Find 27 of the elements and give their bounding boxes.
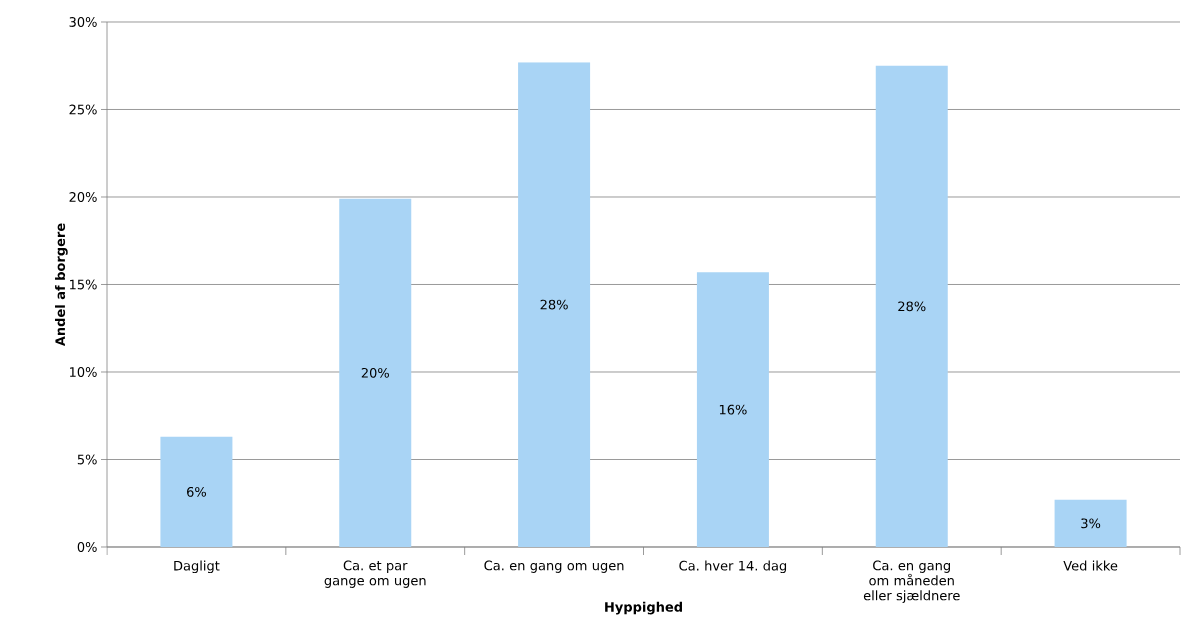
y-tick-label: 10% (70, 367, 97, 377)
y-tick-label: 5% (77, 454, 97, 465)
x-tick-label: Ca. hver 14. dag (679, 560, 787, 574)
data-label: 28% (898, 301, 926, 312)
data-label: 20% (361, 367, 389, 378)
data-label: 6% (187, 486, 207, 497)
x-axis-title: Hyppighed (605, 601, 682, 615)
y-tick-label: 25% (69, 104, 97, 115)
bar (518, 62, 591, 547)
bar (1054, 499, 1127, 547)
x-tick-label: Ca. et par gange om ugen (324, 560, 426, 588)
y-tick-label: 20% (69, 192, 97, 202)
bar (339, 198, 412, 547)
data-label: 16% (719, 404, 747, 415)
bar (696, 272, 769, 547)
y-tick-label: 15% (70, 279, 97, 290)
bar (160, 436, 233, 547)
y-tick-label: 30% (69, 17, 97, 27)
x-tick-label: Ca. en gang om måneden eller sjældnere (863, 560, 960, 603)
data-label: 28% (540, 299, 568, 310)
data-label: 3% (1081, 518, 1101, 529)
x-tick-label: Ved ikke (1063, 560, 1118, 571)
y-axis-title: Andel af borgere (55, 223, 68, 347)
bar (875, 65, 948, 547)
y-tick-label: 0% (77, 542, 97, 552)
x-tick-label: Ca. en gang om ugen (484, 560, 624, 573)
x-tick-label: Dagligt (174, 560, 220, 574)
